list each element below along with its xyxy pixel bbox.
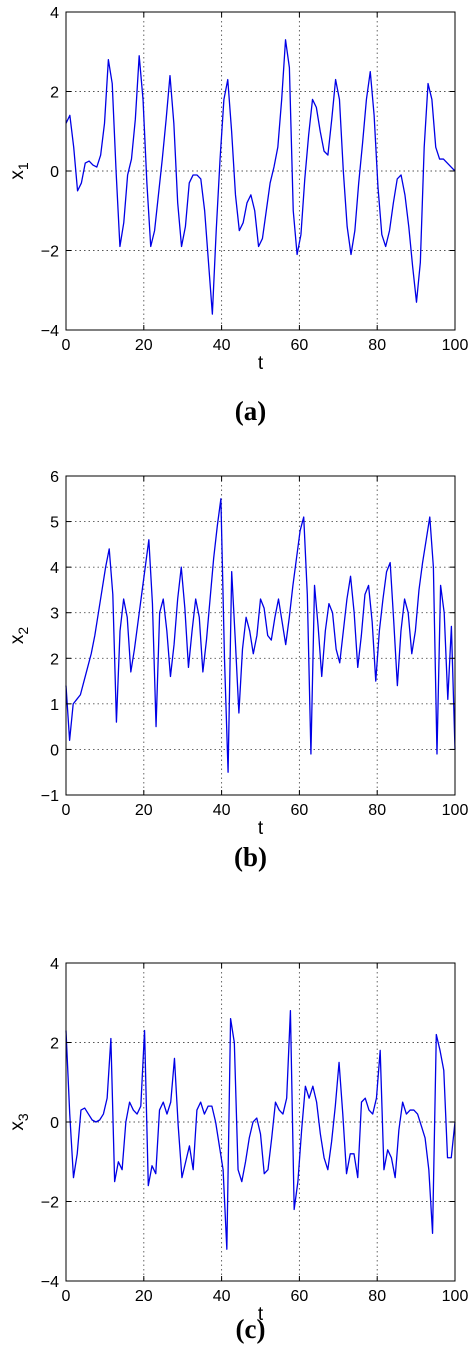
x-axis-label: t xyxy=(258,818,264,839)
y-tick-label: 5 xyxy=(50,515,59,532)
y-tick-label: 0 xyxy=(50,1115,59,1132)
y-axis-label-main: x xyxy=(7,170,28,180)
x-tick-label: 40 xyxy=(213,1288,231,1305)
series-line xyxy=(65,498,456,773)
y-axis-label: x2 xyxy=(7,627,31,645)
y-axis-label: x3 xyxy=(7,1113,31,1131)
panel-caption: (a) xyxy=(235,396,266,426)
x-tick-label: 40 xyxy=(213,802,231,819)
x-tick-label: 100 xyxy=(442,337,469,354)
y-axis-label-main: x xyxy=(7,1121,28,1131)
y-axis-label-subscript: 3 xyxy=(15,1113,31,1121)
x-tick-label: 100 xyxy=(442,1288,469,1305)
y-tick-label: 6 xyxy=(50,469,59,486)
x-axis-label: t xyxy=(258,353,264,374)
y-tick-label: 3 xyxy=(50,606,59,623)
y-tick-label: 2 xyxy=(50,85,59,102)
y-tick-label: 2 xyxy=(50,651,59,668)
series-line xyxy=(65,39,456,315)
panel-caption: (b) xyxy=(234,842,267,872)
x-tick-label: 60 xyxy=(291,1288,309,1305)
x-tick-label: 80 xyxy=(368,802,386,819)
y-axis-label-main: x xyxy=(7,634,28,644)
y-tick-label: −4 xyxy=(41,1274,59,1291)
x-tick-label: 80 xyxy=(368,337,386,354)
x-tick-label: 20 xyxy=(135,1288,153,1305)
y-tick-label: 0 xyxy=(50,742,59,759)
x-tick-label: 60 xyxy=(291,802,309,819)
y-axis-label: x1 xyxy=(7,162,31,180)
x-tick-label: 100 xyxy=(442,802,469,819)
x-tick-label: 0 xyxy=(62,337,71,354)
x-axis-label: t xyxy=(258,1304,264,1325)
panel-caption: (c) xyxy=(236,1314,266,1344)
x-tick-label: 0 xyxy=(62,802,71,819)
x-tick-label: 80 xyxy=(368,1288,386,1305)
y-tick-label: 4 xyxy=(50,560,59,577)
y-tick-label: 2 xyxy=(50,1036,59,1053)
x-tick-label: 0 xyxy=(62,1288,71,1305)
y-axis-label-subscript: 2 xyxy=(15,627,31,635)
y-tick-label: −4 xyxy=(41,323,59,340)
chart-panel-3: 0 20 40 60 80 100 −4 −2 0 2 4 t x3 (c) xyxy=(7,956,468,1344)
y-tick-label: −2 xyxy=(41,244,59,261)
y-tick-label: −1 xyxy=(41,788,59,805)
y-tick-label: 1 xyxy=(50,697,59,714)
y-axis-label-subscript: 1 xyxy=(15,162,31,170)
series-line xyxy=(65,1010,456,1250)
x-tick-label: 20 xyxy=(135,802,153,819)
x-tick-label: 60 xyxy=(291,337,309,354)
x-tick-label: 20 xyxy=(135,337,153,354)
y-tick-label: −2 xyxy=(41,1195,59,1212)
plot-frame xyxy=(65,475,456,796)
y-tick-label: 4 xyxy=(50,5,59,22)
chart-panel-1: 0 20 40 60 80 100 −4 −2 0 2 4 t x1 (a) xyxy=(7,5,468,426)
y-tick-label: 4 xyxy=(50,956,59,973)
y-tick-label: 0 xyxy=(50,164,59,181)
x-tick-label: 40 xyxy=(213,337,231,354)
